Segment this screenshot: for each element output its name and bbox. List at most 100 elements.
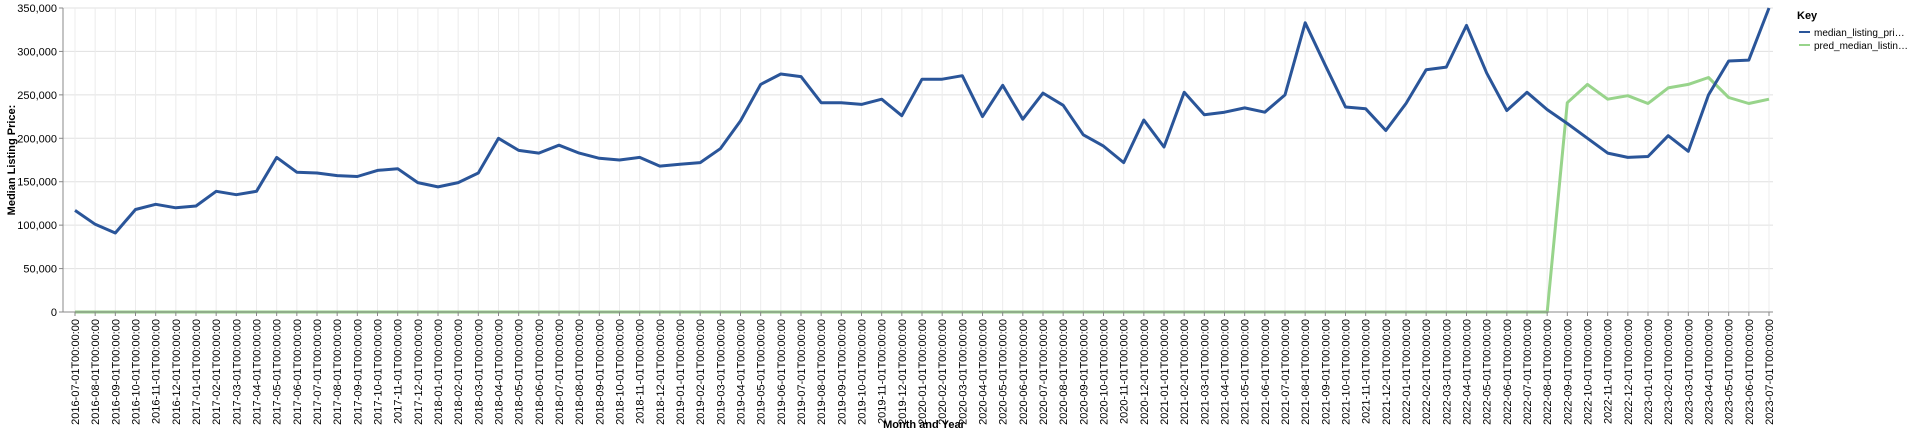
- x-tick-label: 2018-02-01T00:00:00: [453, 319, 465, 425]
- x-tick-label: 2019-06-01T00:00:00: [776, 319, 788, 425]
- x-tick-label: 2019-05-01T00:00:00: [756, 319, 768, 425]
- legend: Key median_listing_pri… pred_median_list…: [1797, 10, 1908, 52]
- x-tick-label: 2019-11-01T00:00:00: [877, 319, 889, 424]
- x-tick-label: 2019-04-01T00:00:00: [736, 319, 748, 425]
- x-tick-label: 2023-01-01T00:00:00: [1643, 319, 1655, 425]
- x-tick-label: 2020-02-01T00:00:00: [937, 319, 949, 425]
- x-tick-label: 2018-11-01T00:00:00: [635, 319, 647, 424]
- x-tick-label: 2022-02-01T00:00:00: [1421, 319, 1433, 425]
- x-tick-label: 2023-06-01T00:00:00: [1744, 319, 1756, 425]
- x-tick-label: 2019-08-01T00:00:00: [816, 319, 828, 425]
- y-axis-title: Median Listing Price:: [6, 105, 18, 216]
- x-axis-title: Month and Year: [883, 419, 965, 431]
- x-tick-label: 2022-07-01T00:00:00: [1522, 319, 1534, 425]
- x-axis: 2016-07-01T00:00:00 2016-08-01T00:00:00 20…: [63, 311, 1776, 425]
- x-tick-label: 2016-11-01T00:00:00: [151, 319, 163, 424]
- x-tick-label: 2022-10-01T00:00:00: [1583, 319, 1595, 425]
- x-tick-label: 2022-01-01T00:00:00: [1401, 319, 1413, 425]
- x-tick-label: 2023-04-01T00:00:00: [1704, 319, 1716, 425]
- x-tick-label: 2017-10-01T00:00:00: [373, 319, 385, 425]
- y-tick-label: 50,000: [23, 264, 57, 276]
- x-tick-label: 2021-05-01T00:00:00: [1240, 319, 1252, 425]
- x-tick-label: 2016-10-01T00:00:00: [131, 319, 143, 425]
- x-tick-label: 2018-08-01T00:00:00: [574, 319, 586, 425]
- x-tick-label: 2020-06-01T00:00:00: [1018, 319, 1030, 425]
- x-tick-label: 2020-03-01T00:00:00: [957, 319, 969, 425]
- legend-title: Key: [1797, 10, 1818, 22]
- y-tick-label: 350,000: [17, 3, 57, 15]
- x-tick-label: 2017-09-01T00:00:00: [352, 319, 364, 425]
- x-tick-label: 2016-07-01T00:00:00: [70, 319, 82, 425]
- x-tick-label: 2016-08-01T00:00:00: [90, 319, 102, 425]
- x-tick-label: 2022-09-01T00:00:00: [1562, 319, 1574, 425]
- x-tick-label: 2020-11-01T00:00:00: [1119, 319, 1131, 424]
- x-tick-label: 2021-10-01T00:00:00: [1341, 319, 1353, 425]
- x-tick-label: 2023-07-01T00:00:00: [1764, 319, 1776, 425]
- x-tick-label: 2016-12-01T00:00:00: [171, 319, 183, 425]
- series-line-median-listing-price: [74, 7, 1771, 235]
- x-tick-label: 2018-03-01T00:00:00: [473, 319, 485, 425]
- gridlines: [63, 7, 1773, 313]
- x-tick-label: 2020-08-01T00:00:00: [1058, 319, 1070, 425]
- y-tick-label: 150,000: [17, 177, 57, 189]
- x-tick-label: 2021-06-01T00:00:00: [1260, 319, 1272, 425]
- x-tick-label: 2019-09-01T00:00:00: [836, 319, 848, 425]
- x-tick-label: 2020-04-01T00:00:00: [978, 319, 990, 425]
- y-axis: 0 50,000 100,000 150,000 200,000 250,000 300,0…: [17, 3, 64, 319]
- x-tick-label: 2018-10-01T00:00:00: [615, 319, 627, 425]
- x-tick-label: 2019-01-01T00:00:00: [675, 319, 687, 425]
- x-tick-label: 2021-04-01T00:00:00: [1220, 319, 1232, 425]
- x-tick-label: 2018-12-01T00:00:00: [655, 319, 667, 425]
- x-tick-label: 2022-11-01T00:00:00: [1603, 319, 1615, 424]
- x-tick-label: 2017-05-01T00:00:00: [272, 319, 284, 425]
- x-tick-label: 2019-07-01T00:00:00: [796, 319, 808, 425]
- x-tick-label: 2017-04-01T00:00:00: [252, 319, 264, 425]
- x-tick-label: 2017-03-01T00:00:00: [231, 319, 243, 425]
- x-tick-label: 2019-03-01T00:00:00: [715, 319, 727, 425]
- x-tick-label: 2020-01-01T00:00:00: [917, 319, 929, 425]
- y-tick-label: 100,000: [17, 220, 57, 232]
- x-tick-label: 2018-05-01T00:00:00: [514, 319, 526, 425]
- x-tick-label: 2023-02-01T00:00:00: [1663, 319, 1675, 425]
- x-tick-label: 2022-08-01T00:00:00: [1542, 319, 1554, 425]
- x-tick-label: 2020-10-01T00:00:00: [1099, 319, 1111, 425]
- x-tick-label: 2017-07-01T00:00:00: [312, 319, 324, 425]
- x-tick-label: 2022-03-01T00:00:00: [1441, 319, 1453, 425]
- x-tick-label: 2022-04-01T00:00:00: [1462, 319, 1474, 425]
- x-tick-label: 2020-07-01T00:00:00: [1038, 319, 1050, 425]
- y-tick-label: 0: [51, 307, 57, 319]
- x-tick-label: 2018-04-01T00:00:00: [494, 319, 506, 425]
- y-tick-label: 300,000: [17, 46, 57, 58]
- x-tick-label: 2021-03-01T00:00:00: [1199, 319, 1211, 425]
- x-tick-label: 2016-09-01T00:00:00: [110, 319, 122, 425]
- x-tick-label: 2017-06-01T00:00:00: [292, 319, 304, 425]
- x-tick-label: 2019-02-01T00:00:00: [695, 319, 707, 425]
- x-tick-label: 2017-11-01T00:00:00: [393, 319, 405, 424]
- x-tick-label: 2017-02-01T00:00:00: [211, 319, 223, 425]
- y-tick-label: 250,000: [17, 90, 57, 102]
- legend-label-pred-median: pred_median_listin…: [1814, 41, 1908, 52]
- x-tick-label: 2022-12-01T00:00:00: [1623, 319, 1635, 425]
- y-tick-label: 200,000: [17, 133, 57, 145]
- x-tick-label: 2017-12-01T00:00:00: [413, 319, 425, 425]
- x-tick-label: 2020-09-01T00:00:00: [1078, 319, 1090, 425]
- x-tick-label: 2020-12-01T00:00:00: [1139, 319, 1151, 425]
- x-tick-label: 2023-03-01T00:00:00: [1683, 319, 1695, 425]
- x-tick-label: 2022-05-01T00:00:00: [1482, 319, 1494, 425]
- x-tick-label: 2019-12-01T00:00:00: [897, 319, 909, 425]
- x-tick-label: 2017-08-01T00:00:00: [332, 319, 344, 425]
- x-tick-label: 2018-09-01T00:00:00: [594, 319, 606, 425]
- x-tick-label: 2022-06-01T00:00:00: [1502, 319, 1514, 425]
- x-tick-label: 2019-10-01T00:00:00: [857, 319, 869, 425]
- x-tick-label: 2021-09-01T00:00:00: [1320, 319, 1332, 425]
- legend-label-median: median_listing_pri…: [1814, 28, 1905, 39]
- x-tick-label: 2018-01-01T00:00:00: [433, 319, 445, 425]
- x-tick-label: 2021-08-01T00:00:00: [1300, 319, 1312, 425]
- x-tick-label: 2021-01-01T00:00:00: [1159, 319, 1171, 425]
- x-tick-label: 2021-11-01T00:00:00: [1361, 319, 1373, 424]
- x-tick-label: 2021-12-01T00:00:00: [1381, 319, 1393, 425]
- x-tick-label: 2023-05-01T00:00:00: [1724, 319, 1736, 425]
- x-tick-label: 2018-07-01T00:00:00: [554, 319, 566, 425]
- x-tick-label: 2018-06-01T00:00:00: [534, 319, 546, 425]
